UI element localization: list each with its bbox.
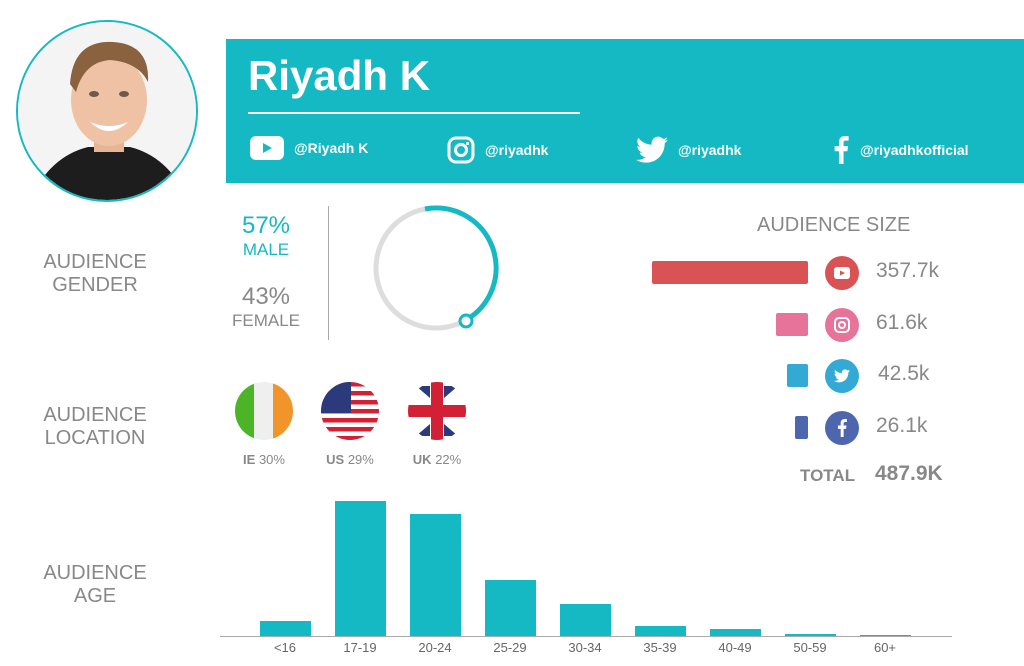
age-bar <box>485 580 536 636</box>
male-label: MALE <box>242 240 290 259</box>
female-stat: 43% FEMALE <box>216 285 316 333</box>
size-row-facebook: 26.1k <box>640 411 960 445</box>
age-bar <box>710 629 761 636</box>
label-line: AUDIENCE <box>43 562 147 584</box>
social-facebook[interactable]: @riyadhkofficial <box>832 136 969 164</box>
country-pct: 30% <box>258 452 285 467</box>
instagram-icon <box>825 308 859 342</box>
social-handle: @riyadhkofficial <box>860 142 969 158</box>
age-bar <box>335 501 386 636</box>
male-pct: 57% <box>241 212 291 239</box>
total-value: 487.9K <box>875 462 943 485</box>
country-pct: 22% <box>435 452 462 467</box>
age-bar <box>410 514 461 636</box>
gender-section-label: AUDIENCE GENDER <box>0 251 190 297</box>
ireland-flag-icon <box>235 382 293 440</box>
age-bar <box>260 621 311 636</box>
country-code: IE <box>243 452 256 467</box>
x-tick: 20-24 <box>418 640 452 655</box>
social-handle: @riyadhk <box>485 142 549 158</box>
youtube-icon <box>825 256 859 290</box>
audience-size-title: AUDIENCE SIZE <box>757 214 911 236</box>
x-tick: 17-19 <box>343 640 377 655</box>
total-label: TOTAL <box>800 466 856 485</box>
male-stat: 57% MALE <box>216 214 316 262</box>
gender-ring-chart <box>370 205 504 340</box>
label-line: AUDIENCE <box>43 404 147 426</box>
x-tick: 25-29 <box>493 640 527 655</box>
age-bar <box>785 634 836 636</box>
female-label: FEMALE <box>231 311 301 330</box>
age-bar <box>635 626 686 636</box>
twitter-icon <box>825 359 859 393</box>
gender-divider <box>328 206 329 340</box>
facebook-icon <box>832 136 850 164</box>
x-tick: <16 <box>273 640 297 655</box>
x-tick: 50-59 <box>793 640 827 655</box>
usa-flag-icon <box>321 382 379 440</box>
size-bar <box>652 261 808 284</box>
female-pct: 43% <box>241 283 291 310</box>
size-bar <box>787 364 808 387</box>
social-instagram[interactable]: @riyadhk <box>447 136 548 164</box>
facebook-icon <box>825 411 859 445</box>
twitter-icon <box>636 136 668 164</box>
size-value: 26.1k <box>876 414 928 437</box>
label-line: GENDER <box>52 274 138 296</box>
age-bar <box>860 635 911 636</box>
age-section-label: AUDIENCE AGE <box>0 562 190 608</box>
size-bar <box>776 313 808 336</box>
social-twitter[interactable]: @riyadhk <box>636 136 741 164</box>
size-value: 61.6k <box>876 311 928 334</box>
size-row-youtube: 357.7k <box>640 256 960 290</box>
header-banner <box>226 39 1024 183</box>
x-tick: 40-49 <box>718 640 752 655</box>
social-youtube[interactable]: @Riyadh K <box>250 136 368 160</box>
country-stat-us: US 29% <box>315 452 385 467</box>
profile-name: Riyadh K <box>248 52 431 99</box>
age-bar <box>560 604 611 636</box>
size-bar <box>795 416 808 439</box>
location-section-label: AUDIENCE LOCATION <box>0 404 190 450</box>
country-stat-ie: IE 30% <box>229 452 299 467</box>
size-value: 357.7k <box>876 259 940 282</box>
country-code: US <box>326 452 345 467</box>
label-line: AGE <box>73 585 117 607</box>
social-handle: @riyadhk <box>678 142 742 158</box>
instagram-icon <box>447 136 475 164</box>
country-pct: 29% <box>347 452 374 467</box>
size-value: 42.5k <box>878 362 930 385</box>
size-row-instagram: 61.6k <box>640 308 960 342</box>
size-row-twitter: 42.5k <box>640 359 960 393</box>
x-tick: 35-39 <box>643 640 677 655</box>
country-code: UK <box>412 452 432 467</box>
label-line: AUDIENCE <box>43 251 147 273</box>
label-line: LOCATION <box>44 427 146 449</box>
x-tick: 30-34 <box>568 640 602 655</box>
uk-flag-icon <box>408 382 466 440</box>
x-tick: 60+ <box>873 640 897 655</box>
x-axis <box>220 636 952 637</box>
header-divider <box>248 112 580 114</box>
avatar <box>16 20 198 202</box>
social-handle: @Riyadh K <box>294 140 369 156</box>
youtube-icon <box>250 136 284 160</box>
country-stat-uk: UK 22% <box>402 452 472 467</box>
